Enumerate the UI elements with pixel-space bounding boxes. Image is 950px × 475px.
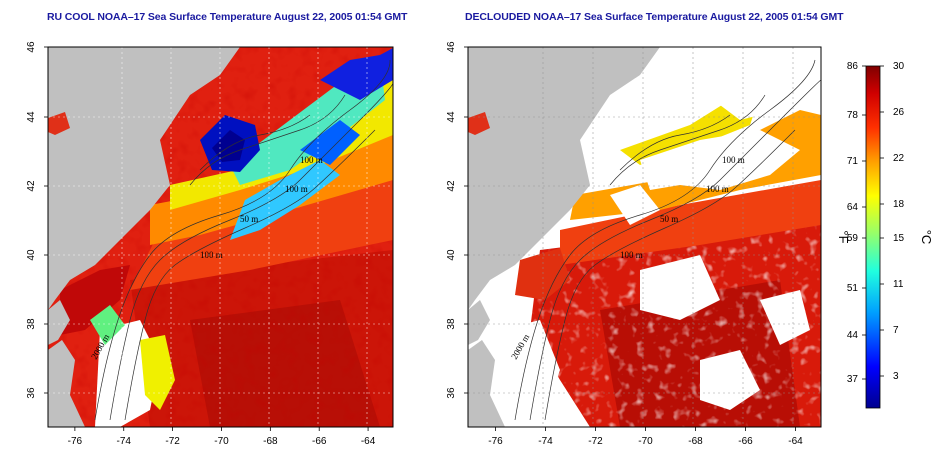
contour-label: 50 m xyxy=(240,214,258,224)
contour-label: 100 m xyxy=(706,184,729,194)
axis-ticks: -76 -74 -72 -70 -68 -66 -64 46 44 42 40 38 36 -76 -74 -… xyxy=(26,41,803,447)
lon-tick-label: -74 xyxy=(117,436,132,447)
lon-tick-label: -64 xyxy=(361,436,376,447)
lat-tick-label: 42 xyxy=(446,180,457,192)
fahrenheit-unit: °F xyxy=(836,230,851,243)
celsius-tick-label: 7 xyxy=(893,325,899,336)
fahrenheit-tick-label: 86 xyxy=(847,61,859,72)
lon-tick-label: -66 xyxy=(738,436,753,447)
lat-tick-label: 38 xyxy=(446,318,457,330)
fahrenheit-tick-label: 37 xyxy=(847,374,859,385)
contour-label: 100 m xyxy=(300,155,323,165)
celsius-tick-label: 3 xyxy=(893,371,899,382)
celsius-tick-label: 30 xyxy=(893,61,905,72)
lon-tick-label: -70 xyxy=(214,436,229,447)
celsius-tick-label: 11 xyxy=(893,279,904,290)
lon-tick-label: -68 xyxy=(688,436,703,447)
lon-tick-label: -66 xyxy=(312,436,327,447)
celsius-unit: °C xyxy=(919,230,934,245)
lat-tick-label: 46 xyxy=(26,41,37,53)
lat-tick-label: 40 xyxy=(26,249,37,261)
lat-tick-label: 44 xyxy=(26,111,37,123)
lat-tick-label: 38 xyxy=(26,318,37,330)
right-map-title: DECLOUDED NOAA–17 Sea Surface Temperatur… xyxy=(465,11,844,23)
celsius-tick-label: 18 xyxy=(893,199,905,210)
left-map-title: RU COOL NOAA–17 Sea Surface Temperature … xyxy=(47,11,408,23)
lon-tick-label: -70 xyxy=(638,436,653,447)
lat-tick-label: 36 xyxy=(26,387,37,399)
contour-label: 100 m xyxy=(620,250,643,260)
contour-label: 100 m xyxy=(200,250,223,260)
lon-tick-label: -76 xyxy=(488,436,503,447)
fahrenheit-tick-label: 71 xyxy=(847,156,859,167)
fahrenheit-tick-label: 44 xyxy=(847,330,859,341)
fahrenheit-tick-label: 78 xyxy=(847,110,859,121)
lon-tick-label: -68 xyxy=(263,436,278,447)
right-sst-map: 100 m 100 m 50 m 100 m 2000 m xyxy=(467,46,822,428)
fahrenheit-tick-label: 51 xyxy=(847,283,859,294)
lat-tick-label: 36 xyxy=(446,387,457,399)
colorbar: 86 78 71 64 59 51 44 37 30 26 22 18 15 11 7 3 °F °C xyxy=(836,61,934,409)
contour-label: 100 m xyxy=(285,184,308,194)
lon-tick-label: -64 xyxy=(788,436,803,447)
contour-label: 50 m xyxy=(660,214,678,224)
lon-tick-label: -74 xyxy=(538,436,553,447)
fahrenheit-tick-label: 64 xyxy=(847,202,859,213)
colorbar-scale xyxy=(865,65,881,409)
celsius-tick-label: 15 xyxy=(893,233,905,244)
left-sst-map: 100 m 100 m 50 m 100 m 2000 m xyxy=(47,46,394,428)
lon-tick-label: -76 xyxy=(68,436,83,447)
fahrenheit-tick-label: 59 xyxy=(847,233,859,244)
lat-tick-label: 44 xyxy=(446,111,457,123)
lat-tick-label: 40 xyxy=(446,249,457,261)
lat-tick-label: 46 xyxy=(446,41,457,53)
celsius-tick-label: 26 xyxy=(893,107,905,118)
lon-tick-label: -72 xyxy=(165,436,180,447)
contour-label: 100 m xyxy=(722,155,745,165)
lat-tick-label: 42 xyxy=(26,180,37,192)
lon-tick-label: -72 xyxy=(588,436,603,447)
celsius-tick-label: 22 xyxy=(893,153,905,164)
